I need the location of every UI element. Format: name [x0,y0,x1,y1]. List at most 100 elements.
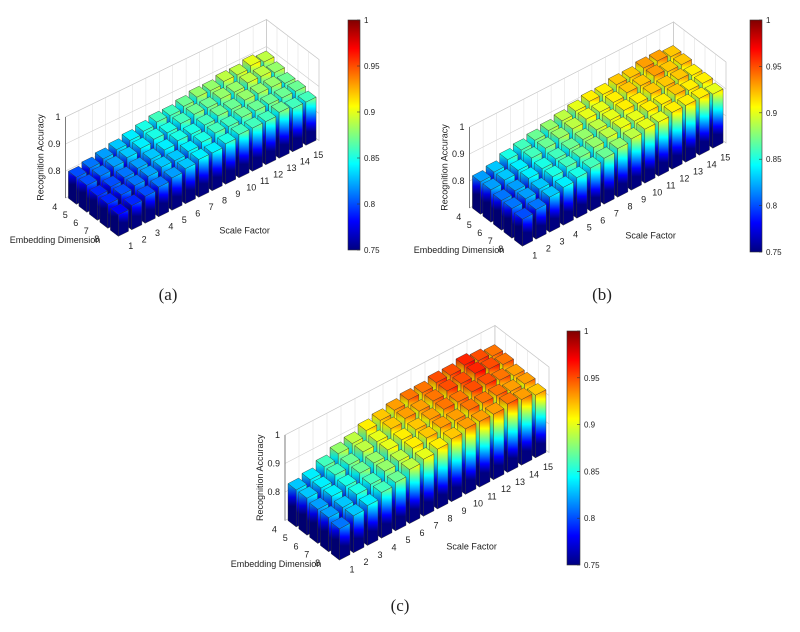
z-axis-label: Recognition Accuracy [255,434,265,521]
z-tick-label: 0.9 [267,459,280,469]
x-tick-label: 8 [627,202,632,212]
bar-front [265,116,277,166]
bar-top [421,407,441,420]
bar-top [354,439,374,453]
bar-top [260,93,280,105]
bar-front [144,190,156,224]
bar-top [145,127,165,140]
y-tick-label: 7 [304,550,309,560]
bar-top [249,82,269,94]
bar-top [223,98,242,110]
bar-top [455,353,476,366]
x-tick-label: 13 [286,163,296,173]
bar-top [677,93,697,106]
x-tick-label: 7 [209,202,214,212]
bar-front [507,398,519,473]
bar-top [653,92,673,105]
bar-top [629,91,649,104]
y-tick-label: 7 [488,236,493,246]
bar-top [242,54,262,67]
bar-top [669,68,689,81]
bar-front [409,463,421,524]
bar-front [423,453,435,517]
bar-front [465,422,477,495]
bar-top [220,115,239,127]
z-tick-label: 1 [55,112,60,122]
z-tick-label: 0.8 [48,166,61,176]
bar-front [437,443,449,510]
bar-front [712,88,724,149]
bar [514,207,534,247]
bar-top [376,459,396,472]
bar-top [153,155,172,168]
bar-top [135,119,154,132]
bar-front [631,133,642,191]
panel-label: (a) [159,285,178,304]
bar-top [509,158,529,171]
bar-top [541,185,561,198]
x-tick-label: 15 [313,150,323,160]
x-tick-label: 9 [641,195,646,205]
bar-front [395,476,407,532]
bar-top [530,177,550,190]
x-tick-label: 7 [433,521,438,531]
bar-front [238,129,250,179]
bar-front [522,213,533,247]
bar-top [554,175,574,188]
colorbar-tick-label: 1 [766,16,771,25]
x-tick-label: 3 [559,237,564,247]
colorbar-tick-label: 0.85 [584,467,600,476]
bar-side-shade [493,194,502,231]
bar-top [523,146,543,159]
bar-top [693,71,713,84]
y-tick-label: 8 [94,234,99,244]
colorbar-tick-label: 0.85 [766,155,782,164]
bar-front [211,147,223,192]
bar-top [625,109,645,122]
bar-top [582,156,602,169]
z-tick-label: 0.8 [267,487,280,497]
bar-top [123,194,143,206]
bar-side-shade [482,183,491,223]
bar-top [514,207,534,220]
bar-top [553,109,573,122]
bar-top [550,126,570,139]
x-tick-label: 13 [515,477,525,487]
bar-front [549,191,561,233]
z-tick-label: 0.9 [452,149,465,159]
x-tick-label: 15 [720,153,730,163]
bar-top [503,196,523,209]
x-axis-label: Scale Factor [625,231,676,241]
y-tick-label: 5 [283,533,288,543]
colorbar-tick-label: 0.85 [364,154,380,163]
bar-top [480,356,500,370]
bar-front [171,172,183,211]
bar-top [297,90,317,103]
bar-top [199,96,218,109]
bar-top [91,164,111,177]
colorbar-tick-label: 0.75 [364,246,380,255]
bar-top [536,136,556,149]
bar-top [206,121,226,134]
bar-top [580,89,600,102]
bar-top [482,178,502,191]
bar-top [340,452,360,466]
bar-side-shade [89,189,98,221]
bar-top [517,187,537,200]
bar-front [590,162,601,212]
bar-top [526,128,546,141]
bar-top [270,101,290,113]
bar-top [484,402,505,415]
x-tick-label: 1 [532,251,537,261]
bar-top [404,436,424,449]
bar-front [671,106,683,170]
z-axis-label: Recognition Accuracy [440,124,450,211]
bar-top [225,80,245,93]
bar-top [126,174,146,186]
x-tick-label: 9 [461,506,466,516]
bar-front [699,92,710,156]
bar-top [118,146,138,158]
bar-side-shade [320,511,329,552]
bar-top [568,166,588,178]
